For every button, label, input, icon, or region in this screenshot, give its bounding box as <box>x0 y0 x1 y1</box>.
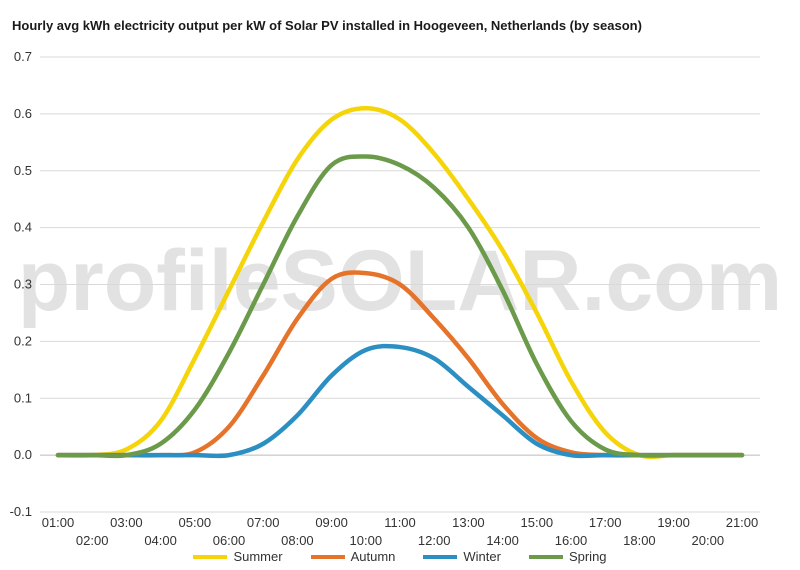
x-tick-label: 17:00 <box>589 515 622 530</box>
y-tick-label: 0.2 <box>14 333 32 348</box>
series-line-summer <box>55 105 745 460</box>
y-tick-label: 0.7 <box>14 49 32 64</box>
x-tick-label: 08:00 <box>281 533 314 548</box>
y-tick-label: -0.1 <box>10 504 32 519</box>
series-line-winter <box>55 343 745 459</box>
x-tick-label: 05:00 <box>179 515 212 530</box>
x-tick-label: 01:00 <box>42 515 75 530</box>
x-tick-label: 04:00 <box>144 533 177 548</box>
y-tick-label: 0.4 <box>14 220 32 235</box>
y-tick-label: 0.5 <box>14 163 32 178</box>
legend-swatch <box>423 554 458 559</box>
watermark: profileSOLAR.com <box>17 233 783 329</box>
legend-label: Spring <box>568 549 607 564</box>
x-tick-label: 02:00 <box>76 533 109 548</box>
series-line-autumn <box>55 270 745 458</box>
x-tick-label: 14:00 <box>486 533 519 548</box>
series-line-spring <box>55 154 745 459</box>
x-tick-label: 13:00 <box>452 515 485 530</box>
y-tick-label: 0.3 <box>14 277 32 292</box>
legend-swatch <box>310 554 345 559</box>
x-tick-label: 03:00 <box>110 515 143 530</box>
legend-label: Summer <box>233 549 283 564</box>
x-tick-label: 11:00 <box>384 515 416 530</box>
x-tick-label: 06:00 <box>213 533 246 548</box>
legend-item-autumn[interactable]: Autumn <box>310 549 396 564</box>
legend-label: Autumn <box>350 549 396 564</box>
y-tick-label: 0.1 <box>14 390 32 405</box>
legend: Summer Autumn Winter Spring <box>0 549 800 564</box>
legend-label: Winter <box>463 549 501 564</box>
y-tick-label: 0.0 <box>14 447 32 462</box>
x-tick-label: 21:00 <box>726 515 759 530</box>
legend-swatch <box>528 554 563 559</box>
x-tick-label: 20:00 <box>692 533 725 548</box>
x-tick-label: 09:00 <box>315 515 348 530</box>
legend-item-summer[interactable]: Summer <box>193 549 283 564</box>
chart-title: Hourly avg kWh electricity output per kW… <box>12 18 642 33</box>
x-tick-label: 18:00 <box>623 533 656 548</box>
x-tick-label: 15:00 <box>521 515 554 530</box>
legend-item-spring[interactable]: Spring <box>528 549 607 564</box>
x-tick-label: 10:00 <box>350 533 383 548</box>
x-tick-label: 19:00 <box>657 515 690 530</box>
y-tick-label: 0.6 <box>14 106 32 121</box>
legend-item-winter[interactable]: Winter <box>423 549 501 564</box>
x-tick-label: 12:00 <box>418 533 451 548</box>
legend-swatch <box>193 554 228 559</box>
x-tick-label: 16:00 <box>555 533 588 548</box>
x-tick-label: 07:00 <box>247 515 280 530</box>
